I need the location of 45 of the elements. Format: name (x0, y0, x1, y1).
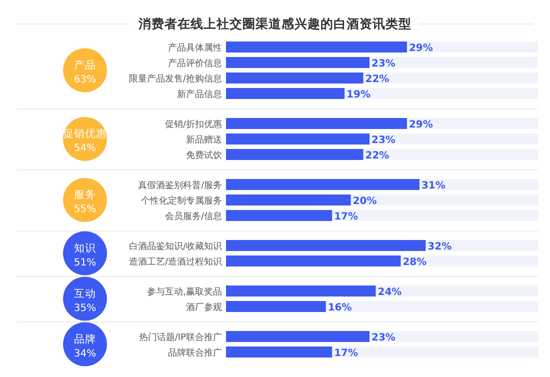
data-label: 32% (428, 242, 452, 252)
text: 34% (74, 348, 96, 360)
text: 服务 (74, 189, 96, 201)
text: 知识 (74, 242, 96, 254)
data-label: 17% (334, 212, 358, 222)
data-label: 17% (334, 348, 358, 359)
text: 54% (74, 143, 96, 154)
y-tick-label: 个性化定制专属服务 (141, 196, 222, 206)
y-tick-label: 真假酒鉴别科普/服务 (138, 180, 222, 191)
y-tick-label: 造酒工艺/造酒过程知识 (128, 256, 222, 268)
y-tick-label: 酒厂参观 (186, 302, 222, 313)
text: 品牌 (74, 333, 96, 346)
y-tick-label: 白酒品鉴知识/收藏知识 (128, 241, 222, 252)
data-label: 22% (365, 74, 390, 85)
data-label: 23% (372, 332, 396, 344)
data-label: 20% (352, 196, 377, 207)
data-label: 16% (328, 302, 352, 314)
text: 35% (74, 302, 96, 314)
data-label: 31% (421, 180, 446, 192)
data-label: 23% (372, 58, 396, 70)
text: 促销优惠 (63, 127, 107, 140)
y-tick-label: 参与互动,赢取奖品 (147, 286, 222, 298)
data-label: 29% (408, 120, 433, 130)
y-tick-label: 产品评价信息 (168, 58, 222, 69)
y-tick-label: 促销/折扣优惠 (164, 119, 222, 130)
text: 互动 (74, 288, 96, 300)
y-tick-label: 新产品信息 (177, 89, 222, 100)
y-tick-label: 热门话题/IP联合推广 (138, 332, 222, 343)
text: 51% (74, 257, 96, 268)
data-label: 19% (346, 90, 370, 100)
data-label: 22% (365, 150, 390, 162)
y-tick-label: 产品具体属性 (168, 42, 222, 54)
y-tick-label: 免费试饮 (186, 150, 222, 161)
data-label: 28% (402, 257, 427, 268)
data-label: 29% (408, 43, 433, 54)
text: 63% (74, 74, 96, 86)
chart-title: 消费者在线上社交圈渠道感兴趣的白酒资讯类型 (138, 16, 412, 31)
y-tick-label: 限量产品发售/抢购信息 (128, 74, 222, 84)
data-label: 23% (372, 135, 396, 146)
y-tick-label: 品牌联合推广 (168, 348, 222, 358)
data-label: 24% (378, 287, 402, 298)
text: 产品 (74, 58, 96, 72)
y-tick-label: 新品赠送 (186, 134, 222, 146)
y-tick-label: 会员服务/信息 (164, 211, 222, 222)
text: 55% (74, 204, 96, 215)
